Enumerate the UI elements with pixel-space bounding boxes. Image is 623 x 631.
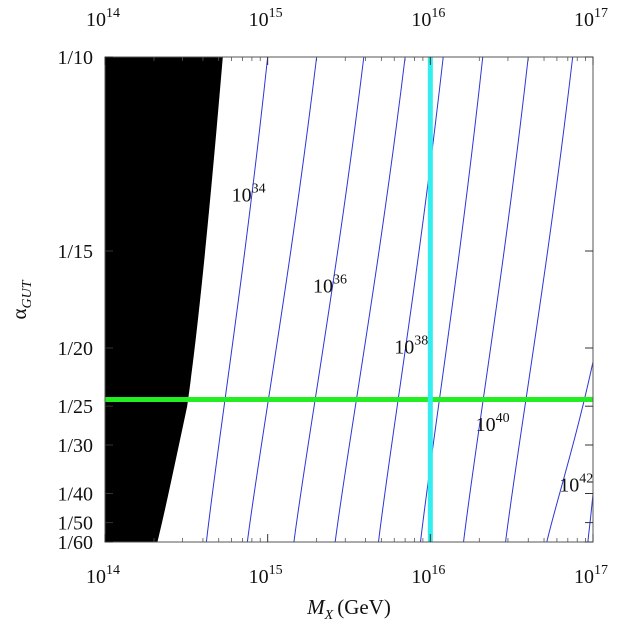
contour-label-40: 1040 bbox=[476, 411, 510, 436]
x-axis-label-unit: (GeV) bbox=[337, 595, 391, 619]
y-tick-label: 1/30 bbox=[57, 435, 93, 457]
x-axis-label-main: M bbox=[306, 595, 326, 619]
x-tick-label-bottom: 1017 bbox=[574, 563, 608, 588]
y-axis-label: αGUT bbox=[7, 279, 35, 319]
contour-line-39 bbox=[419, 56, 484, 543]
contour-line-36 bbox=[293, 56, 365, 543]
y-tick-label: 1/50 bbox=[57, 513, 93, 535]
contour-line-37 bbox=[334, 56, 406, 543]
y-tick-label: 1/40 bbox=[57, 484, 93, 506]
y-tick-label: 1/15 bbox=[57, 241, 93, 263]
contour-label-42: 1042 bbox=[559, 472, 593, 497]
y-tick-label: 1/10 bbox=[57, 47, 93, 69]
contour-line-41 bbox=[505, 56, 574, 543]
y-axis-label-sub: GUT bbox=[20, 279, 35, 308]
y-tick-label: 1/20 bbox=[57, 338, 93, 360]
excluded-region bbox=[105, 57, 223, 542]
x-axis-label-sub: X bbox=[324, 608, 334, 623]
x-tick-label-top: 1016 bbox=[411, 6, 445, 31]
y-axis-label-main: α bbox=[7, 309, 31, 320]
x-tick-label-bottom: 1015 bbox=[249, 563, 283, 588]
contour-label-38: 1038 bbox=[394, 334, 428, 359]
contour-label-34: 1034 bbox=[232, 181, 266, 206]
x-tick-label-top: 1014 bbox=[86, 6, 120, 31]
contour-line-38 bbox=[377, 56, 444, 543]
x-tick-label-bottom: 1016 bbox=[411, 563, 445, 588]
contour-label-36: 1036 bbox=[313, 273, 347, 298]
y-tick-label: 1/25 bbox=[57, 396, 93, 418]
y-tick-label: 1/60 bbox=[57, 532, 93, 554]
x-tick-label-bottom: 1014 bbox=[86, 563, 120, 588]
x-axis-label: MX (GeV) bbox=[306, 595, 391, 623]
plot-frame bbox=[104, 56, 594, 543]
contour-line-40 bbox=[463, 56, 529, 543]
x-tick-label-top: 1017 bbox=[574, 6, 608, 31]
contour-line-35 bbox=[246, 56, 318, 543]
x-tick-label-top: 1015 bbox=[249, 6, 283, 31]
contour-line-34 bbox=[205, 56, 269, 543]
contour-line-42 bbox=[546, 361, 594, 543]
